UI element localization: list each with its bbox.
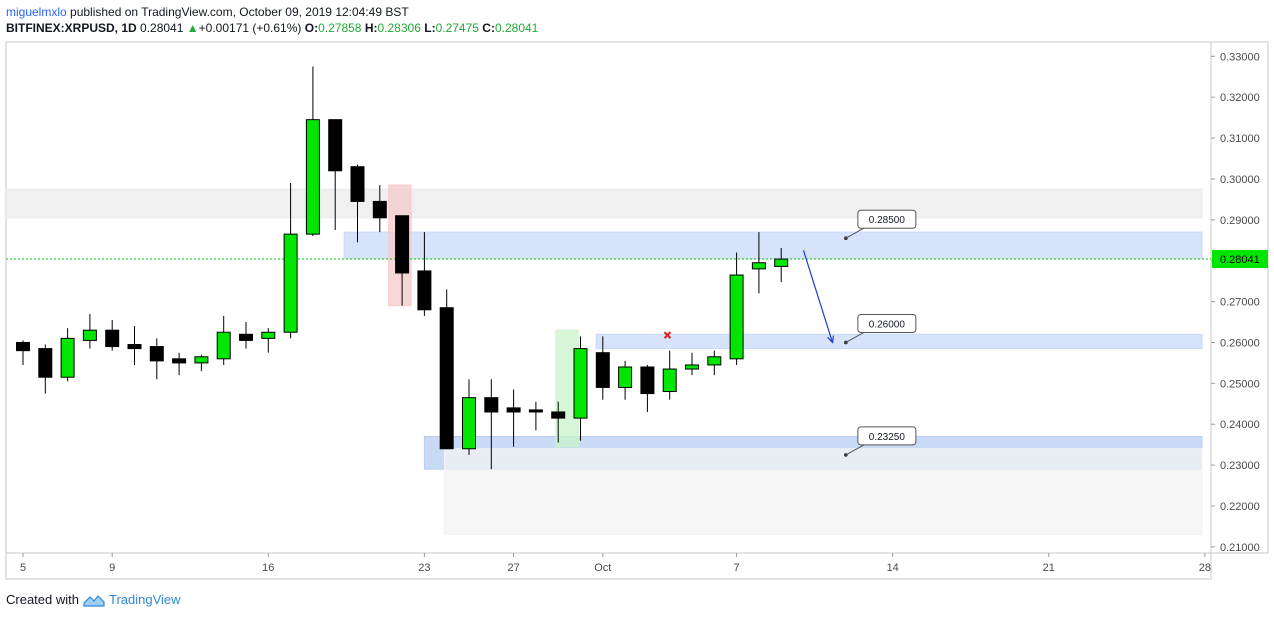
candle-down xyxy=(439,307,454,450)
last-price-label: 0.28041 xyxy=(1220,254,1260,266)
symbol-label: BITFINEX:XRPUSD, 1D xyxy=(6,21,137,35)
author-link[interactable]: miguelmxlo xyxy=(6,5,67,19)
candle-up xyxy=(305,119,320,235)
y-tick-label: 0.26000 xyxy=(1220,337,1260,349)
annotation-box[interactable] xyxy=(857,209,917,229)
y-tick-label: 0.25000 xyxy=(1220,378,1260,390)
annotation-box[interactable] xyxy=(857,426,917,446)
x-tick-label: 21 xyxy=(1043,562,1055,574)
x-tick-label: 16 xyxy=(262,562,274,574)
candle-up xyxy=(685,364,699,370)
candle-down xyxy=(38,348,53,378)
candle-down xyxy=(372,200,387,219)
x-tick-label: 5 xyxy=(20,562,26,574)
candle-down xyxy=(640,366,655,395)
candle-up xyxy=(774,258,789,267)
y-tick-label: 0.30000 xyxy=(1220,174,1260,186)
candle-down xyxy=(105,329,120,348)
grey-resistance-zone xyxy=(4,188,1203,219)
y-tick-label: 0.23000 xyxy=(1220,460,1260,472)
x-tick-label: 27 xyxy=(507,562,519,574)
candle-up xyxy=(216,331,231,360)
publish-line: miguelmxlo published on TradingView.com,… xyxy=(6,4,538,20)
x-tick-label: 7 xyxy=(734,562,740,574)
grey-box-lower xyxy=(443,448,1203,536)
candle-up xyxy=(729,274,744,360)
last-price-badge xyxy=(1212,250,1268,269)
annotation-label: 0.26000 xyxy=(869,319,906,330)
x-tick-label: 23 xyxy=(418,562,430,574)
candle-down xyxy=(528,409,543,413)
candle-up xyxy=(618,366,633,388)
candle-down xyxy=(551,411,566,419)
candle-down xyxy=(239,333,253,341)
y-tick-label: 0.21000 xyxy=(1220,542,1260,554)
candle-down xyxy=(16,341,30,352)
footer: Created with TradingView xyxy=(6,592,181,607)
annotation-pointer xyxy=(845,444,865,456)
candle-up xyxy=(707,356,722,366)
annotation-label: 0.23250 xyxy=(869,432,906,443)
candle-down xyxy=(506,407,521,413)
arrow-head xyxy=(827,335,835,344)
candle-down xyxy=(350,166,365,202)
candle-down xyxy=(395,215,410,274)
close-label: C: xyxy=(482,21,495,35)
blue-zone-middle xyxy=(595,333,1203,350)
projection-arrow xyxy=(802,250,834,343)
candle-down xyxy=(127,344,142,350)
cross-marker xyxy=(663,331,672,339)
candle-up xyxy=(751,262,766,270)
candle-down xyxy=(328,119,343,172)
x-tick-label: 28 xyxy=(1199,562,1211,574)
price-change: +0.00171 (+0.61%) xyxy=(198,21,302,35)
candlestick-chart[interactable]: 0.33000 0.32000 0.31000 0.30000 0.29000 0.280… xyxy=(0,0,1274,590)
candle-up xyxy=(462,397,476,450)
candle-down xyxy=(417,270,432,311)
time-axis[interactable] xyxy=(5,552,1212,580)
x-tick-label: Oct xyxy=(594,562,611,574)
candle-up xyxy=(82,329,97,341)
candle-up xyxy=(194,356,209,364)
x-tick-label: 14 xyxy=(887,562,899,574)
open-label: O: xyxy=(304,21,319,35)
candle-down xyxy=(149,346,164,362)
low-label: L: xyxy=(424,21,436,35)
annotation-pointer xyxy=(845,227,865,239)
candle-up xyxy=(261,331,276,339)
created-with-text: Created with xyxy=(6,592,79,607)
candle-up xyxy=(60,337,75,378)
last-price: 0.28041 xyxy=(140,21,184,35)
annotation-pointer xyxy=(845,332,865,343)
candle-up xyxy=(573,348,588,419)
blue-zone-upper xyxy=(343,231,1203,260)
y-tick-label: 0.33000 xyxy=(1220,51,1260,63)
candle-up xyxy=(662,368,677,393)
annotation-label: 0.28500 xyxy=(869,215,906,226)
y-tick-label: 0.31000 xyxy=(1220,133,1260,145)
candle-down xyxy=(595,352,610,388)
up-triangle-icon: ▲ xyxy=(186,21,199,35)
y-tick-label: 0.27000 xyxy=(1220,297,1260,309)
tradingview-brand-link[interactable]: TradingView xyxy=(108,592,181,607)
annotation-box[interactable] xyxy=(857,313,917,333)
low-value: 0.27475 xyxy=(435,21,479,35)
open-value: 0.27858 xyxy=(318,21,362,35)
chart-header: miguelmxlo published on TradingView.com,… xyxy=(6,4,538,36)
candle-down xyxy=(172,358,187,364)
price-axis[interactable] xyxy=(1210,41,1269,554)
tradingview-logo-icon xyxy=(83,594,105,607)
y-tick-label: 0.29000 xyxy=(1220,215,1260,227)
close-value: 0.28041 xyxy=(494,21,539,35)
y-tick-label: 0.24000 xyxy=(1220,419,1260,431)
high-value: 0.28306 xyxy=(377,21,421,35)
candle-up xyxy=(283,233,298,333)
y-tick-label: 0.22000 xyxy=(1220,501,1260,513)
publish-info: published on TradingView.com, October 09… xyxy=(70,5,409,19)
high-label: H: xyxy=(364,21,378,35)
y-tick-label: 0.32000 xyxy=(1220,92,1260,104)
candle-down xyxy=(484,397,499,413)
ohlc-line: BITFINEX:XRPUSD, 1D 0.28041 ▲+0.00171 (+… xyxy=(6,20,538,36)
x-tick-label: 9 xyxy=(109,562,115,574)
